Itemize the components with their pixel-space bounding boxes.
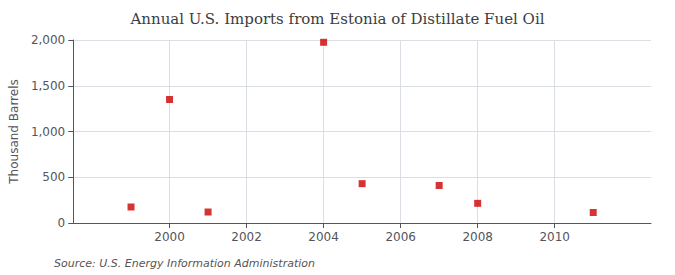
svg-text:Annual U.S. Imports from Eston: Annual U.S. Imports from Estonia of Dist…: [129, 10, 544, 28]
svg-text:1,000: 1,000: [31, 125, 65, 139]
svg-text:1,500: 1,500: [31, 79, 65, 93]
svg-text:2004: 2004: [308, 230, 339, 244]
svg-text:500: 500: [42, 170, 65, 184]
svg-text:2008: 2008: [462, 230, 493, 244]
svg-text:2,000: 2,000: [31, 33, 65, 47]
svg-text:Thousand Barrels: Thousand Barrels: [7, 79, 21, 184]
svg-text:2006: 2006: [385, 230, 416, 244]
svg-text:2010: 2010: [539, 230, 570, 244]
svg-text:2000: 2000: [154, 230, 185, 244]
svg-text:Source: U.S. Energy Informatio: Source: U.S. Energy Information Administ…: [54, 257, 315, 270]
svg-text:0: 0: [58, 216, 66, 230]
svg-text:2002: 2002: [231, 230, 262, 244]
